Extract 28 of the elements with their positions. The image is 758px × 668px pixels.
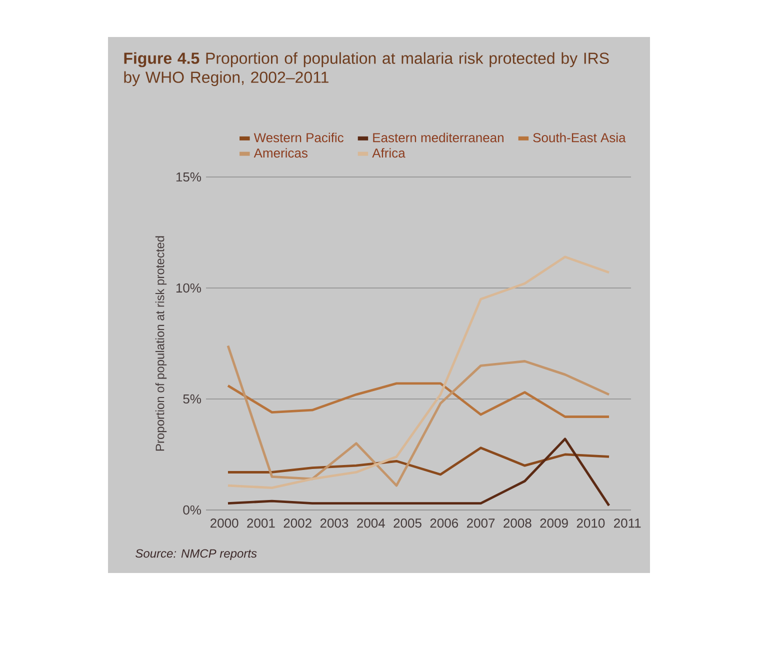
legend-label: Africa [372, 148, 406, 158]
x-tick-label: 2003 [320, 518, 348, 528]
x-tick-label: 2001 [247, 518, 275, 528]
x-tick-label: 2011 [614, 518, 641, 528]
legend-label: South-East Asia [533, 132, 626, 142]
x-tick-label: 2005 [394, 518, 422, 528]
x-tick-label: 2007 [466, 518, 495, 528]
y-tick-label: 10% [176, 283, 202, 293]
x-tick-label: 2000 [210, 518, 238, 528]
y-tick-label: 15% [176, 172, 202, 182]
x-tick-label: 2004 [357, 518, 385, 528]
x-tick-label: 2006 [430, 518, 458, 528]
x-tick-label: 2008 [504, 518, 532, 528]
legend-label: Americas [254, 148, 308, 158]
y-tick-label: 5% [183, 394, 202, 404]
source-note: Source: NMCP reports [136, 549, 257, 560]
x-tick-label: 2010 [576, 518, 605, 528]
legend-label: Eastern mediterranean [373, 132, 504, 142]
line-series [226, 382, 610, 418]
legend-label: Western Pacific [254, 132, 344, 142]
line-series [226, 256, 610, 489]
line-series [226, 446, 610, 476]
chart-title: Figure 4.5 Proportion of population at malaria risk protected by IRS by WHO Region, 2002–2011 [124, 52, 609, 86]
line-series [226, 344, 610, 487]
x-tick-label: 2002 [284, 518, 312, 528]
x-tick-label: 2009 [540, 518, 568, 528]
y-tick-label: 0% [183, 505, 202, 515]
y-axis-title: Proportion of population at risk protected [155, 236, 167, 451]
